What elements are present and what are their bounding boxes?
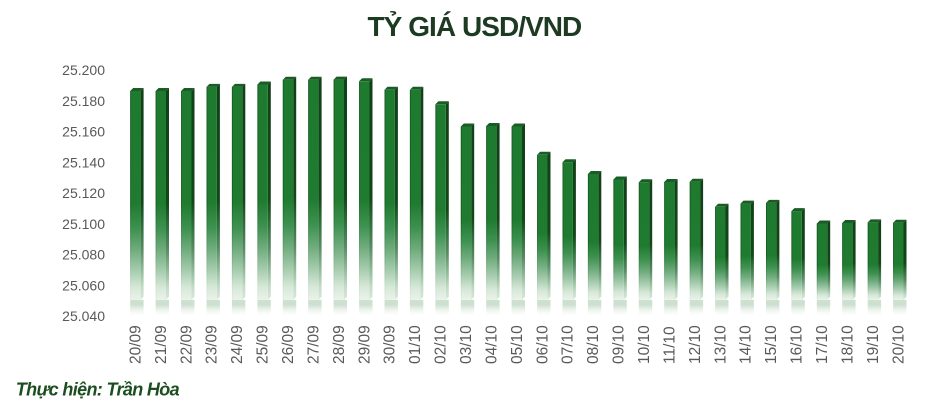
svg-text:Thực hiện: Trần Hòa: Thực hiện: Trần Hòa: [16, 380, 180, 400]
svg-text:21/09: 21/09: [153, 325, 170, 364]
svg-text:25.080: 25.080: [62, 247, 105, 263]
svg-text:18/10: 18/10: [839, 325, 856, 364]
svg-text:05/10: 05/10: [509, 325, 526, 364]
svg-text:25.040: 25.040: [62, 308, 105, 324]
svg-text:28/09: 28/09: [331, 325, 348, 364]
svg-text:17/10: 17/10: [814, 325, 831, 364]
svg-text:25.160: 25.160: [62, 124, 105, 140]
svg-text:07/10: 07/10: [560, 325, 577, 364]
svg-text:12/10: 12/10: [687, 325, 704, 364]
svg-text:25.180: 25.180: [62, 93, 105, 109]
svg-text:25/09: 25/09: [255, 325, 272, 364]
svg-text:09/10: 09/10: [611, 325, 628, 364]
svg-text:19/10: 19/10: [865, 325, 882, 364]
svg-text:22/09: 22/09: [178, 325, 195, 364]
svg-text:13/10: 13/10: [712, 325, 729, 364]
svg-text:20/09: 20/09: [127, 325, 144, 364]
svg-text:04/10: 04/10: [483, 325, 500, 364]
svg-text:20/10: 20/10: [890, 325, 907, 364]
svg-text:29/09: 29/09: [356, 325, 373, 364]
svg-text:25.060: 25.060: [62, 277, 105, 293]
svg-text:14/10: 14/10: [738, 325, 755, 364]
svg-text:23/09: 23/09: [204, 325, 221, 364]
svg-text:30/09: 30/09: [382, 325, 399, 364]
svg-text:11/10: 11/10: [661, 326, 678, 364]
svg-text:06/10: 06/10: [534, 325, 551, 364]
svg-text:02/10: 02/10: [433, 325, 450, 364]
svg-text:25.120: 25.120: [62, 185, 105, 201]
svg-text:01/10: 01/10: [407, 325, 424, 364]
svg-text:25.200: 25.200: [62, 62, 105, 78]
svg-text:TỶ GIÁ USD/VND: TỶ GIÁ USD/VND: [368, 10, 583, 42]
svg-text:15/10: 15/10: [763, 325, 780, 364]
svg-text:03/10: 03/10: [458, 325, 475, 364]
svg-text:08/10: 08/10: [585, 325, 602, 364]
svg-text:10/10: 10/10: [636, 325, 653, 364]
svg-text:26/09: 26/09: [280, 325, 297, 364]
svg-text:16/10: 16/10: [789, 325, 806, 364]
svg-text:27/09: 27/09: [305, 325, 322, 364]
svg-text:25.100: 25.100: [62, 216, 105, 232]
svg-text:25.140: 25.140: [62, 154, 105, 170]
svg-text:24/09: 24/09: [229, 325, 246, 364]
